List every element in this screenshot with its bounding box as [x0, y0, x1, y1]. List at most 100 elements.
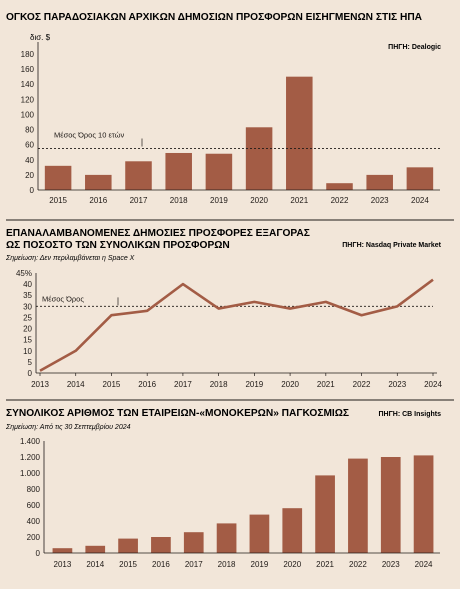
chart2-xtick-label: 2016 [138, 380, 156, 389]
chart1-xtick-label: 2023 [371, 196, 389, 205]
chart-ipo-volume: ΟΓΚΟΣ ΠΑΡΑΔΟΣΙΑΚΩΝ ΑΡΧΙΚΩΝ ΔΗΜΟΣΙΩΝ ΠΡΟΣ… [6, 12, 441, 205]
chart3-source: ΠΗΓΗ: CB Insights [378, 411, 441, 418]
chart3-xtick-label: 2024 [415, 560, 433, 569]
chart1-ytick-label: 40 [25, 156, 34, 165]
chart2-ytick-label: 5 [28, 358, 33, 367]
chart1-xtick-label: 2017 [130, 196, 148, 205]
chart3-bar [413, 455, 434, 553]
chart3-bar [315, 475, 335, 553]
chart3-bar [249, 514, 270, 553]
chart1-source: ΠΗΓΗ: Dealogic [388, 44, 441, 51]
chart1-xtick-label: 2020 [250, 196, 268, 205]
chart2-average-line: Μέσος Όρος [36, 294, 433, 307]
chart2-y-axis: 45% 40 35 30 25 20 15 10 5 0 [16, 269, 37, 378]
chart3-xtick-label: 2014 [86, 560, 104, 569]
chart1-xtick-label: 2018 [170, 196, 188, 205]
chart1-ytick-label: 180 [21, 50, 35, 59]
chart1-ytick-label: 20 [25, 171, 34, 180]
chart2-xtick-label: 2023 [388, 380, 406, 389]
chart1-ytick-label: 0 [30, 186, 35, 195]
chart2-ytick-label: 45% [16, 269, 32, 278]
chart2-xtick-label: 2014 [67, 380, 85, 389]
chart1-average-line: Μέσος Όρος 10 ετών [38, 130, 440, 149]
chart1-title: ΟΓΚΟΣ ΠΑΡΑΔΟΣΙΑΚΩΝ ΑΡΧΙΚΩΝ ΔΗΜΟΣΙΩΝ ΠΡΟΣ… [6, 12, 423, 23]
chart1-bar [406, 167, 434, 190]
chart3-ytick-label: 1.200 [20, 453, 41, 462]
chart1-xtick-label: 2022 [331, 196, 349, 205]
chart2-note: Σημείωση: Δεν περιλαμβάνεται η Space X [5, 254, 135, 262]
chart3-xtick-label: 2013 [54, 560, 72, 569]
chart3-xtick-label: 2020 [283, 560, 301, 569]
chart3-xtick-label: 2018 [218, 560, 236, 569]
chart1-bar [85, 174, 112, 190]
chart3-bar [282, 508, 303, 553]
chart2-ytick-label: 25 [23, 313, 32, 322]
chart3-ytick-label: 1.400 [20, 437, 41, 446]
chart3-bar [118, 538, 138, 553]
chart-unicorns: ΣΥΝΟΛΙΚΟΣ ΑΡΙΘΜΟΣ ΤΩΝ ΕΤΑΙΡΕΙΩΝ-«ΜΟΝΟΚΕΡ… [5, 408, 441, 569]
chart3-bar [183, 532, 204, 553]
chart2-x-axis: 2013 2014 2015 2016 2017 2018 2019 2020 2021 2022… [31, 372, 442, 389]
chart2-xtick-label: 2017 [174, 380, 192, 389]
chart2-ytick-label: 30 [23, 302, 32, 311]
chart1-ytick-label: 100 [21, 110, 35, 119]
chart3-ytick-label: 400 [27, 517, 41, 526]
chart1-x-axis: 2015 2016 2017 2018 2019 2020 2021 2022 2023 2024 [38, 189, 440, 205]
chart3-ytick-label: 0 [36, 549, 41, 558]
chart3-xtick-label: 2016 [152, 560, 170, 569]
chart1-xtick-label: 2015 [49, 196, 67, 205]
chart3-ytick-label: 600 [27, 501, 41, 510]
chart3-bar [348, 458, 368, 553]
chart2-series-line [39, 278, 434, 372]
chart2-ytick-label: 10 [23, 347, 32, 356]
chart1-bar [165, 152, 192, 190]
chart1-xtick-label: 2024 [411, 196, 429, 205]
chart2-xtick-label: 2020 [281, 380, 299, 389]
chart3-xtick-label: 2021 [316, 560, 334, 569]
chart3-bar [380, 457, 401, 553]
chart3-bar [85, 545, 106, 553]
chart3-ytick-label: 800 [27, 485, 41, 494]
chart-repeat-offerings: ΕΠΑΝΑΛΑΜΒΑΝΟΜΕΝΕΣ ΔΗΜΟΣΙΕΣ ΠΡΟΣΦΟΡΕΣ ΕΞΑ… [5, 228, 442, 389]
chart3-bars [52, 455, 434, 553]
chart1-ytick-label: 120 [21, 95, 35, 104]
chart3-note: Σημείωση: Από τις 30 Σεπτεμβρίου 2024 [5, 423, 131, 431]
chart1-average-label: Μέσος Όρος 10 ετών [54, 130, 125, 139]
chart1-ytick-label: 60 [25, 141, 34, 150]
chart2-xtick-label: 2018 [210, 380, 228, 389]
chart3-xtick-label: 2019 [251, 560, 269, 569]
chart1-ytick-label: 140 [21, 80, 35, 89]
chart2-title-line1: ΕΠΑΝΑΛΑΜΒΑΝΟΜΕΝΕΣ ΔΗΜΟΣΙΕΣ ΠΡΟΣΦΟΡΕΣ ΕΞΑ… [6, 228, 310, 239]
chart1-xtick-label: 2019 [210, 196, 228, 205]
chart3-xtick-label: 2022 [349, 560, 367, 569]
chart3-ytick-label: 1.000 [20, 469, 41, 478]
chart2-ytick-label: 15 [23, 336, 32, 345]
chart3-y-axis: 0 200 400 600 800 1.000 1.200 1.400 [20, 437, 45, 558]
chart2-line [39, 278, 434, 372]
chart1-bar [245, 127, 273, 190]
chart2-ytick-label: 35 [23, 291, 32, 300]
chart2-xtick-label: 2021 [317, 380, 335, 389]
chart2-source: ΠΗΓΗ: Nasdaq Private Market [342, 242, 441, 249]
chart1-unit: δισ. $ [30, 33, 51, 42]
chart2-xtick-label: 2013 [31, 380, 49, 389]
chart1-bars [44, 76, 434, 190]
chart1-ytick-label: 80 [25, 126, 34, 135]
chart3-xtick-label: 2017 [185, 560, 203, 569]
chart2-ytick-label: 40 [23, 280, 32, 289]
chart1-xtick-label: 2016 [89, 196, 107, 205]
chart2-xtick-label: 2022 [353, 380, 371, 389]
chart1-bar [366, 174, 393, 190]
chart1-bar [44, 165, 72, 190]
chart1-y-axis: 0 20 40 60 80 100 120 140 160 180 [21, 42, 39, 195]
chart3-title: ΣΥΝΟΛΙΚΟΣ ΑΡΙΘΜΟΣ ΤΩΝ ΕΤΑΙΡΕΙΩΝ-«ΜΟΝΟΚΕΡ… [6, 408, 349, 419]
chart3-ytick-label: 200 [27, 533, 41, 542]
chart1-bar [205, 153, 233, 190]
chart1-xtick-label: 2021 [290, 196, 308, 205]
chart3-bar [216, 523, 237, 553]
chart3-bar [52, 548, 73, 553]
chart2-xtick-label: 2019 [245, 380, 263, 389]
chart3-xtick-label: 2015 [119, 560, 137, 569]
chart3-bar [151, 537, 171, 553]
